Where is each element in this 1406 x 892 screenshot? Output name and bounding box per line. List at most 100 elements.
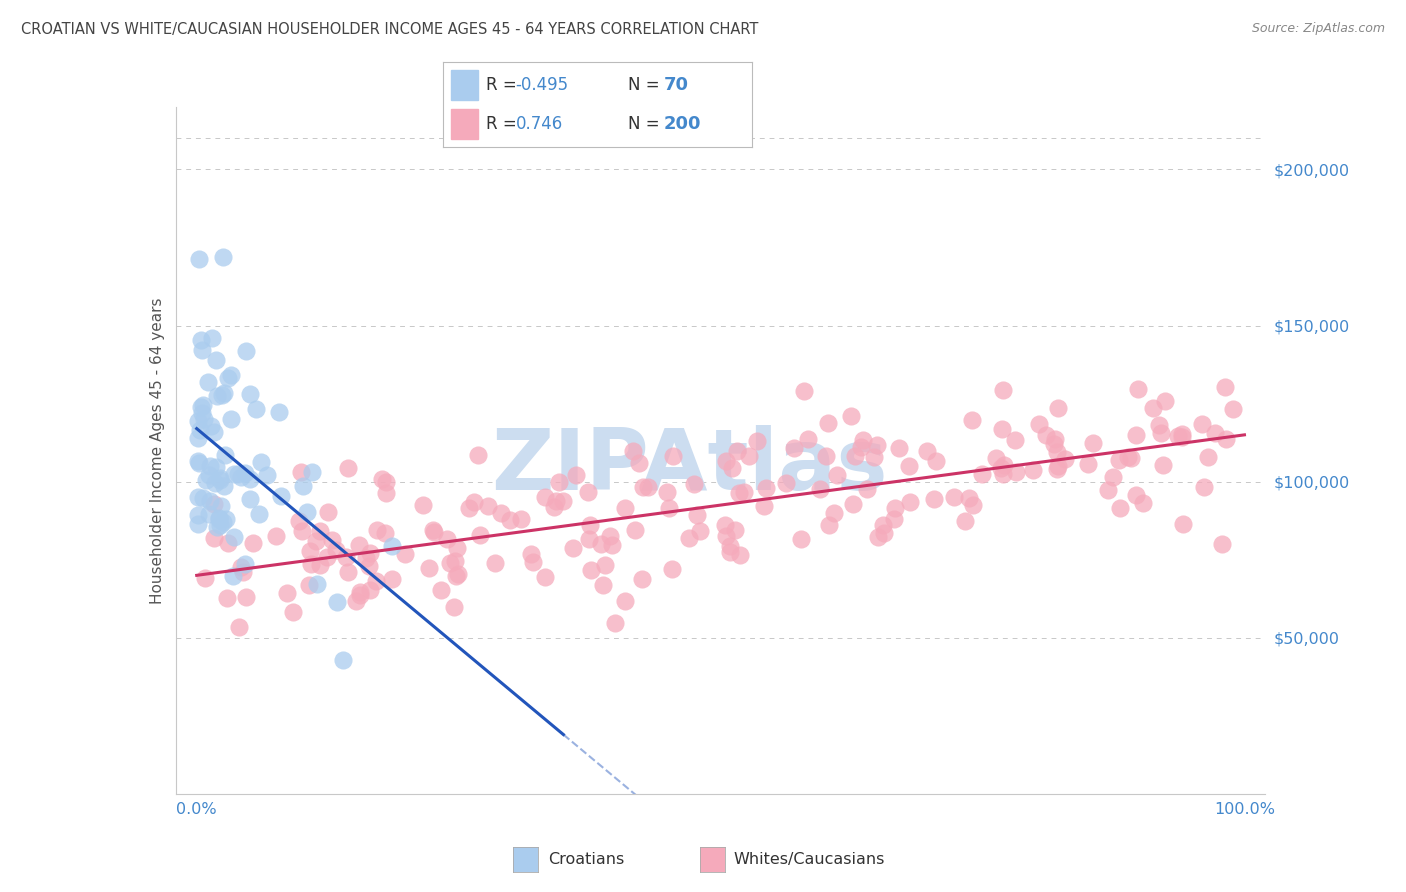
Point	[1150, 426, 1173, 441]
Point	[1081, 436, 1104, 450]
Point	[467, 448, 489, 462]
Point	[733, 485, 755, 500]
Point	[233, 467, 256, 481]
Point	[561, 541, 583, 555]
Point	[889, 441, 911, 455]
Point	[224, 530, 246, 544]
Point	[1222, 402, 1244, 417]
Point	[1035, 428, 1057, 442]
Point	[718, 545, 741, 559]
Point	[197, 467, 219, 482]
Point	[579, 563, 602, 577]
Point	[187, 454, 209, 468]
Point	[226, 467, 249, 481]
Point	[374, 526, 396, 541]
Point	[1125, 488, 1147, 502]
Point	[197, 375, 219, 389]
Point	[725, 443, 748, 458]
Point	[678, 531, 700, 545]
Point	[793, 384, 815, 399]
Point	[307, 576, 329, 591]
Point	[349, 584, 371, 599]
Point	[1108, 453, 1130, 467]
Point	[1167, 429, 1189, 443]
Point	[544, 494, 567, 508]
Point	[724, 523, 747, 537]
Point	[212, 386, 235, 401]
Point	[208, 471, 231, 485]
Point	[839, 409, 862, 423]
Point	[962, 498, 984, 512]
Point	[249, 455, 271, 469]
Point	[578, 533, 600, 547]
Point	[198, 494, 221, 508]
Point	[817, 416, 839, 430]
Point	[883, 501, 905, 516]
Point	[621, 443, 644, 458]
Point	[235, 590, 257, 604]
Point	[868, 531, 890, 545]
Point	[1152, 458, 1174, 472]
Point	[212, 250, 235, 264]
Point	[371, 472, 394, 486]
Point	[499, 513, 522, 527]
Point	[1204, 426, 1226, 441]
Point	[309, 558, 332, 573]
Point	[439, 556, 461, 570]
Point	[1047, 458, 1070, 473]
Point	[202, 497, 225, 511]
Point	[200, 419, 222, 434]
Point	[1128, 382, 1150, 396]
Point	[205, 520, 228, 534]
Point	[658, 500, 681, 515]
Point	[1043, 437, 1066, 451]
Point	[301, 465, 323, 479]
Point	[418, 560, 440, 574]
Point	[614, 501, 637, 516]
Point	[211, 388, 233, 402]
Text: 0.746: 0.746	[516, 115, 562, 133]
Point	[925, 454, 948, 468]
Point	[808, 482, 831, 496]
Point	[991, 422, 1014, 436]
Point	[1211, 536, 1233, 550]
Point	[1101, 470, 1123, 484]
Point	[332, 653, 354, 667]
Text: N =: N =	[628, 76, 665, 94]
Point	[208, 517, 231, 532]
Point	[245, 402, 267, 417]
Point	[849, 440, 872, 454]
Point	[534, 569, 557, 583]
Point	[232, 566, 254, 580]
Point	[335, 550, 357, 565]
Point	[190, 334, 212, 348]
Point	[755, 481, 778, 495]
Point	[337, 461, 360, 475]
Point	[477, 499, 499, 513]
Point	[463, 495, 485, 509]
Point	[1125, 428, 1147, 442]
Point	[484, 557, 506, 571]
Point	[209, 473, 232, 487]
Point	[222, 467, 245, 481]
Point	[336, 565, 359, 579]
Point	[624, 523, 647, 537]
Point	[321, 533, 343, 548]
Point	[1119, 450, 1142, 465]
Point	[212, 479, 235, 493]
Point	[915, 444, 938, 458]
Point	[1191, 417, 1213, 431]
Point	[957, 491, 980, 505]
Point	[325, 542, 347, 557]
Point	[852, 433, 875, 447]
Point	[856, 482, 879, 496]
Point	[1004, 433, 1026, 447]
Point	[205, 389, 228, 403]
Point	[366, 524, 388, 538]
Point	[354, 551, 377, 566]
Point	[239, 472, 262, 486]
Point	[599, 529, 621, 543]
Point	[783, 441, 806, 455]
Point	[202, 531, 225, 545]
Point	[818, 518, 841, 533]
